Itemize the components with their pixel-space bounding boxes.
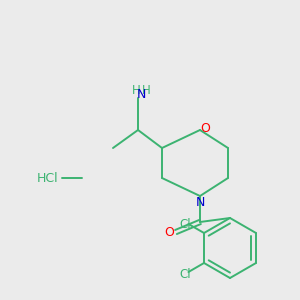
Text: Cl: Cl bbox=[180, 268, 191, 281]
Text: HCl: HCl bbox=[37, 172, 59, 184]
Text: O: O bbox=[164, 226, 174, 238]
Text: H: H bbox=[142, 83, 150, 97]
Text: Cl: Cl bbox=[180, 218, 191, 232]
Text: N: N bbox=[136, 88, 146, 100]
Text: O: O bbox=[200, 122, 210, 136]
Text: N: N bbox=[195, 196, 205, 208]
Text: H: H bbox=[132, 83, 140, 97]
